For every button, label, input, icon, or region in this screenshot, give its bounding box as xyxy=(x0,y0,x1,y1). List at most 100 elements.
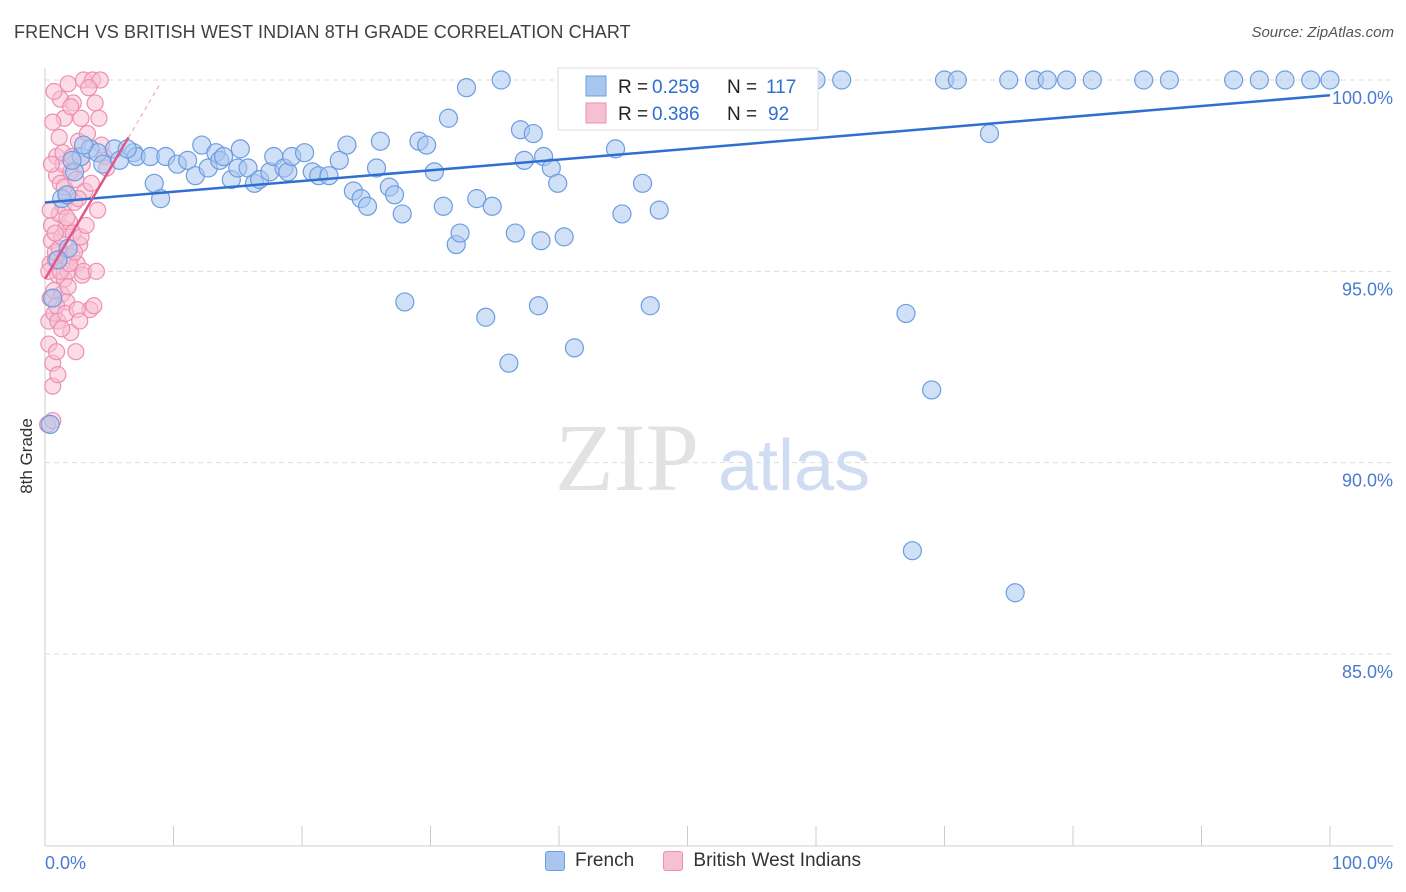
french-point xyxy=(319,166,339,186)
french-point xyxy=(1320,70,1340,90)
legend-french-r-label: R = xyxy=(618,77,648,98)
series-british-west-indians xyxy=(38,71,116,433)
french-point xyxy=(1005,583,1025,603)
x-tick-label: 100.0% xyxy=(1332,853,1393,873)
legend-french-n-value: 117 xyxy=(766,77,796,98)
legend-swatch-bwi-bottom xyxy=(663,851,684,871)
french-point xyxy=(505,223,525,243)
y-tick-labels: 85.0% 90.0% 95.0% 100.0% xyxy=(1332,88,1393,682)
bwi-point xyxy=(62,98,80,116)
french-point xyxy=(531,231,551,251)
french-point xyxy=(548,173,568,193)
legend-bwi-r-label: R = xyxy=(618,104,648,125)
bwi-point xyxy=(47,343,66,361)
legend-swatch-french-bottom xyxy=(545,851,565,871)
watermark: ZIP atlas xyxy=(555,404,870,511)
french-point xyxy=(1224,70,1244,90)
french-point xyxy=(366,158,387,178)
french-point xyxy=(214,146,234,167)
bwi-point xyxy=(53,320,71,338)
french-point xyxy=(1249,70,1269,90)
french-point xyxy=(922,380,942,400)
legend-label-bwi: British West Indians xyxy=(693,850,861,871)
french-point xyxy=(337,135,357,155)
french-point xyxy=(523,123,543,144)
french-point xyxy=(491,70,511,90)
y-tick-label: 90.0% xyxy=(1342,471,1393,491)
bwi-point xyxy=(85,297,103,315)
watermark-atlas: atlas xyxy=(718,426,870,506)
french-point xyxy=(999,70,1019,90)
french-point xyxy=(640,296,660,316)
french-point xyxy=(395,292,415,312)
french-point xyxy=(1082,70,1102,90)
x-tick-labels: 0.0% 100.0% xyxy=(45,853,1393,873)
french-point xyxy=(947,70,967,90)
french-point xyxy=(564,338,585,358)
legend-swatch-bwi xyxy=(585,102,607,124)
french-point xyxy=(1037,70,1057,90)
bwi-point xyxy=(44,113,62,131)
french-point xyxy=(73,135,94,155)
bwi-trend-extension xyxy=(128,82,162,138)
y-axis-label: 8th Grade xyxy=(17,418,36,494)
french-point xyxy=(178,150,198,170)
source-credit: Source: ZipAtlas.com xyxy=(1251,24,1394,41)
french-point xyxy=(649,200,669,220)
french-point xyxy=(528,296,549,316)
french-point xyxy=(424,162,444,182)
french-point xyxy=(450,223,470,243)
french-point xyxy=(370,131,390,151)
french-point xyxy=(433,196,453,216)
bwi-point xyxy=(86,94,104,112)
y-tick-label: 95.0% xyxy=(1342,279,1393,299)
french-point xyxy=(832,70,852,90)
french-point xyxy=(40,414,60,434)
french-point xyxy=(1134,70,1154,90)
french-point xyxy=(902,541,922,561)
french-point xyxy=(392,204,412,224)
french-point xyxy=(482,196,502,216)
french-point xyxy=(43,288,63,308)
legend-item-french[interactable]: French xyxy=(545,850,634,872)
bwi-point xyxy=(50,128,68,146)
axes xyxy=(44,68,1393,847)
bwi-point xyxy=(77,216,95,235)
chart-title: FRENCH VS BRITISH WEST INDIAN 8TH GRADE … xyxy=(14,22,631,42)
french-point xyxy=(612,204,632,224)
french-point xyxy=(62,150,82,170)
bwi-point xyxy=(90,109,108,127)
bwi-point xyxy=(80,79,98,97)
x-tick-label: 0.0% xyxy=(45,853,86,873)
bwi-point xyxy=(58,209,76,227)
legend-item-bwi[interactable]: British West Indians xyxy=(663,850,861,872)
french-point xyxy=(329,150,349,170)
french-point xyxy=(357,196,378,216)
french-point xyxy=(438,108,459,128)
stats-legend: R = 0.259 N = 117 R = 0.386 N = 92 xyxy=(557,67,819,131)
french-point xyxy=(979,123,1000,144)
bwi-point xyxy=(45,82,63,101)
bwi-point xyxy=(89,201,107,219)
french-point xyxy=(1056,70,1077,90)
french-point xyxy=(1301,70,1321,90)
legend-bwi-n-value: 92 xyxy=(768,104,789,125)
bwi-trend-line xyxy=(43,136,130,280)
bwi-point xyxy=(67,343,85,361)
series-french xyxy=(40,70,1340,603)
bwi-point xyxy=(42,155,61,173)
bwi-point xyxy=(87,262,106,280)
french-point xyxy=(554,227,574,247)
legend-french-r-value: 0.259 xyxy=(652,77,700,98)
french-point xyxy=(467,189,487,209)
french-point xyxy=(476,307,496,327)
french-point xyxy=(294,143,315,163)
french-point xyxy=(384,185,405,205)
french-point xyxy=(514,150,534,170)
bwi-point xyxy=(71,312,89,330)
french-trend-line xyxy=(44,94,1331,204)
bwi-point xyxy=(82,174,100,192)
y-tick-label: 100.0% xyxy=(1332,88,1393,108)
legend-label-french: French xyxy=(575,850,635,871)
